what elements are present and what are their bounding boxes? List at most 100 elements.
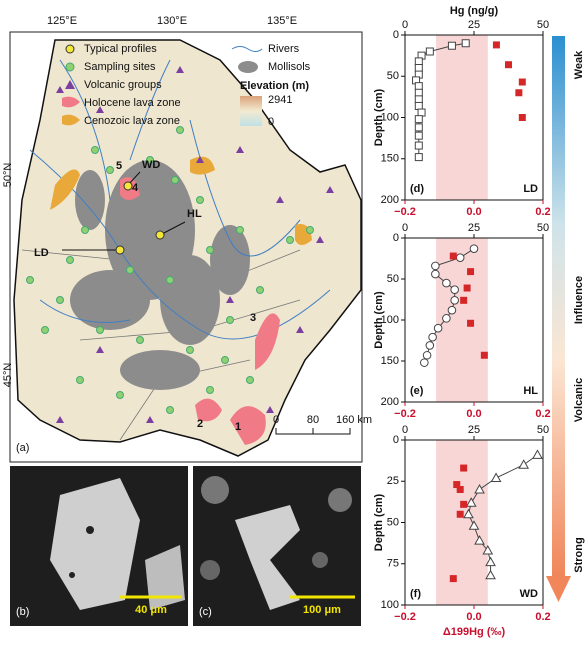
particle (235, 505, 300, 610)
x-tick-label: 0 (402, 19, 408, 31)
x-tick-label: 25 (468, 424, 480, 436)
sampling-site (106, 166, 114, 174)
x-tick-label: 0 (402, 222, 408, 234)
volcanic-group (226, 296, 234, 303)
x2-tick-label: −0.2 (394, 408, 416, 420)
d199hg-point (453, 481, 461, 489)
hg-point (485, 556, 496, 567)
scale-bar (275, 428, 351, 435)
gradient-text: Influence (573, 276, 585, 324)
hg-point (420, 358, 429, 367)
gradient-arrow (546, 576, 571, 602)
lon-label: 135°E (267, 15, 297, 27)
site-label: HL (187, 208, 202, 220)
sampling-site (41, 326, 49, 334)
sampling-site (221, 356, 229, 364)
y-tick-label: 0 (393, 29, 399, 41)
volcanic-group (316, 236, 324, 243)
site-label: LD (34, 247, 49, 259)
legend-symbol (65, 62, 75, 72)
lat-label: 50°N (2, 163, 14, 188)
volcanic-group (326, 186, 334, 193)
y-tick-label: 200 (381, 396, 399, 408)
x-tick-label: 50 (537, 424, 549, 436)
x2-tick-label: 0.0 (466, 206, 481, 218)
legend-symbol (62, 114, 80, 126)
y-tick-label: 50 (387, 273, 399, 285)
d199hg-point (467, 268, 475, 276)
hg-point (518, 459, 530, 469)
y-tick-label: 150 (381, 355, 399, 367)
lat-label: 45°N (2, 363, 14, 388)
d199hg-point (449, 252, 457, 260)
hg-point (414, 101, 423, 110)
zone-label: 1 (235, 421, 241, 433)
d199hg-point (456, 486, 464, 493)
volcanic-group (236, 146, 244, 153)
y-tick-label: 25 (387, 475, 399, 487)
d199hg-point (460, 464, 468, 472)
y-tick-label: 0 (393, 434, 399, 446)
sampling-site (81, 226, 89, 234)
sampling-site (176, 126, 184, 134)
sampling-site (96, 326, 104, 334)
particle (145, 545, 185, 610)
sampling-site (206, 386, 214, 394)
sampling-site (286, 236, 294, 244)
legend-text: Elevation (m) (240, 80, 309, 92)
d199hg-point (480, 351, 488, 359)
y-axis-title: Depth (cm) (373, 88, 385, 146)
scale-text: 80 (307, 414, 319, 426)
y-tick-label: 100 (381, 599, 399, 611)
influence-bar: Weak Volcanic Influence Strong (546, 36, 585, 602)
y-tick-label: 50 (387, 70, 399, 82)
hg-point (450, 296, 459, 305)
sampling-site (136, 336, 144, 344)
hg-point (425, 341, 435, 350)
mollisols (70, 160, 250, 390)
gradient-text: Weak (573, 50, 585, 79)
hg-point (447, 305, 457, 315)
legend-text: Holocene lava zone (84, 97, 181, 109)
hg-point (428, 332, 437, 342)
x2-tick-label: 0.0 (466, 611, 481, 623)
hg-point (447, 41, 456, 50)
hg-point (414, 115, 423, 124)
hg-point (414, 64, 423, 72)
legend-symbol (238, 61, 258, 73)
sampling-site (246, 376, 254, 384)
hg-point (417, 108, 426, 117)
sampling-site (91, 146, 99, 154)
hg-point (463, 508, 474, 519)
hg-point (414, 123, 423, 132)
hg-point (469, 244, 479, 253)
legend-text: Typical profiles (84, 43, 157, 55)
legend-symbol (65, 44, 75, 54)
hg-point (450, 285, 459, 294)
scale-text: 40 μm (135, 604, 167, 616)
hg-point (414, 141, 423, 150)
scale-text: 160 km (336, 414, 372, 426)
panel-label: (d) (410, 183, 424, 195)
scale-text: 0 (273, 414, 279, 426)
reference-band (436, 35, 488, 200)
scale-text: 100 μm (303, 604, 341, 616)
legend-text: 0 (268, 116, 274, 128)
d199hg-point (492, 41, 500, 49)
x-tick-label: 25 (468, 19, 480, 31)
sampling-site (206, 246, 214, 254)
profile-ld (115, 245, 125, 255)
lon-label: 130°E (157, 15, 187, 27)
sampling-site (116, 391, 124, 399)
hg-point (414, 95, 423, 104)
legend-text: Volcanic groups (84, 79, 162, 91)
hg-point (433, 323, 443, 333)
x-tick-label: 25 (468, 222, 480, 234)
micrograph-c: (c) 100 μm (193, 466, 361, 626)
x-tick-label: 50 (537, 19, 549, 31)
zone-label: 2 (197, 418, 203, 430)
d199hg-point (467, 319, 475, 327)
d199hg-point (456, 510, 464, 518)
sampling-site (126, 266, 134, 274)
